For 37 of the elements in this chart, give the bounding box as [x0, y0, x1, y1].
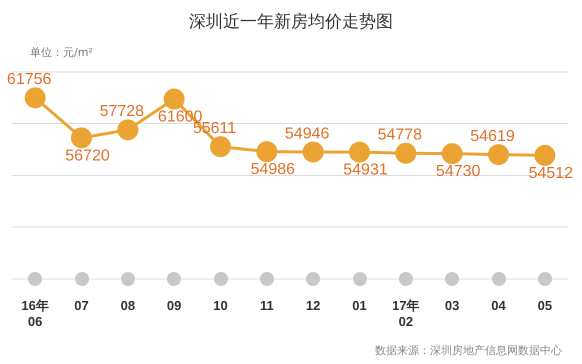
point: [71, 127, 92, 148]
data-label: 54730: [436, 163, 481, 180]
point: [302, 141, 324, 162]
point: [395, 142, 416, 164]
x-tick-label: 10: [213, 298, 228, 314]
x-tick-label: 03: [444, 298, 460, 314]
data-label: 61756: [6, 71, 52, 88]
source-note: 数据来源：深圳房地产信息网数据中心: [375, 343, 562, 358]
x-tick-label: 12: [306, 298, 320, 314]
data-label: 54931: [343, 161, 388, 178]
point: [488, 144, 509, 166]
point: [24, 87, 46, 108]
point: [534, 144, 556, 166]
data-label: 54986: [250, 161, 296, 178]
x-tick-label: 05: [538, 298, 552, 314]
point: [256, 141, 278, 162]
x-tick-label: 04: [491, 298, 506, 314]
point: [164, 88, 185, 110]
point: [210, 136, 231, 158]
x-tick-label: 17年 02: [392, 298, 420, 329]
x-tick-label: 09: [166, 298, 182, 314]
data-label: 54619: [470, 128, 515, 145]
point: [117, 119, 138, 140]
x-tick-label: 11: [260, 298, 274, 314]
x-tick-label: 16年 06: [21, 298, 49, 329]
data-label: 56720: [65, 147, 110, 164]
chart-title: 深圳近一年新房均价走势图: [188, 11, 394, 33]
point: [442, 143, 463, 164]
data-label: 57728: [100, 103, 144, 120]
x-tick-label: 07: [74, 298, 89, 314]
point: [349, 142, 370, 163]
data-label: 54946: [284, 125, 330, 142]
data-label: 54778: [378, 126, 422, 144]
data-label: 54512: [528, 164, 574, 182]
x-tick-label: 08: [120, 298, 136, 314]
x-tick-label: 01: [352, 298, 367, 314]
chart-subtitle: 单位：元/m²: [30, 45, 93, 60]
